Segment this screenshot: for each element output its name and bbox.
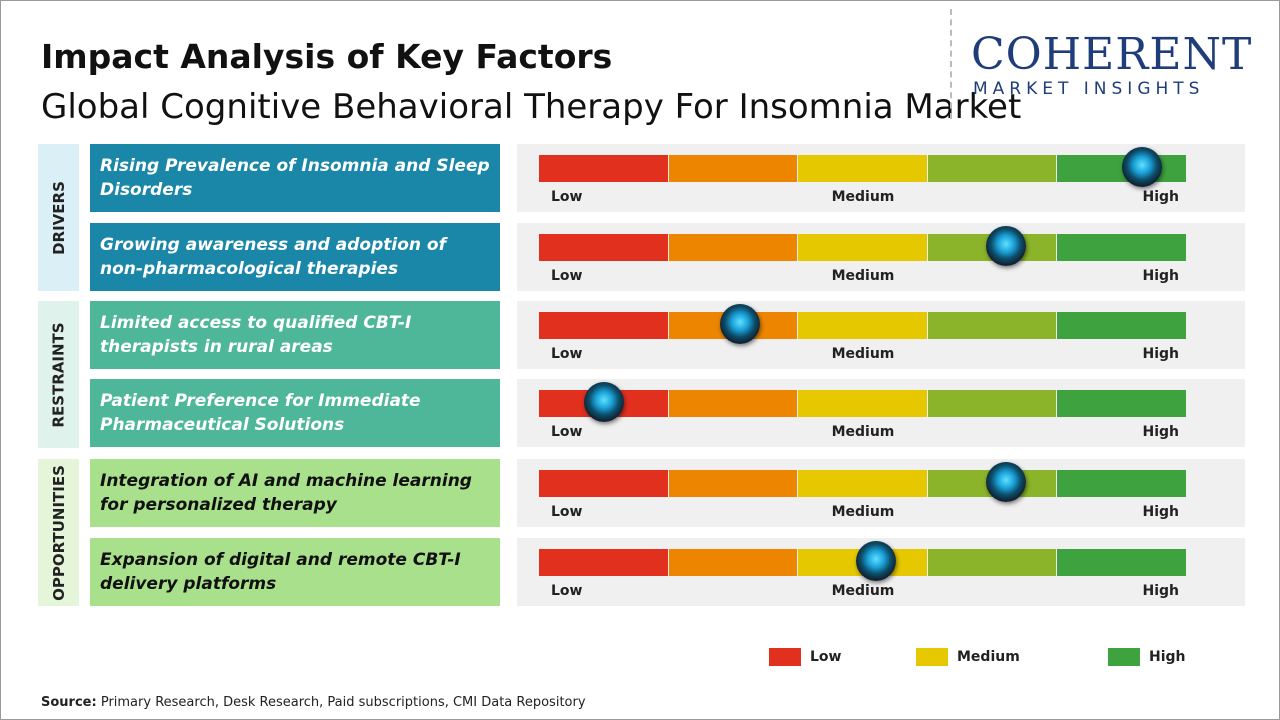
gauge-marker	[583, 382, 624, 422]
gauge-segment	[1057, 390, 1186, 417]
scale-label: Medium	[831, 268, 895, 284]
legend-item: Low	[769, 648, 841, 666]
group-label-text: DRIVERS	[49, 180, 68, 255]
gauge-segment	[1057, 549, 1186, 576]
gauge: Low Medium High	[517, 223, 1245, 291]
scale-label: Low	[551, 424, 583, 440]
legend-swatch	[916, 648, 948, 666]
gauge-segment	[1057, 234, 1186, 261]
legend-label: Medium	[957, 649, 1020, 665]
gauge: Low Medium High	[517, 301, 1245, 369]
group-label-text: OPPORTUNITIES	[49, 464, 68, 601]
title: Impact Analysis of Key Factors	[41, 37, 613, 76]
gauge-segment	[927, 155, 1057, 182]
legend-swatch	[769, 648, 801, 666]
divider	[950, 9, 952, 119]
gauge-marker	[719, 304, 760, 344]
factor: Rising Prevalence of Insomnia and Sleep …	[90, 144, 500, 212]
gauge-segment	[539, 470, 668, 497]
scale-label: Low	[551, 583, 583, 599]
source-label: Source:	[41, 695, 97, 710]
scale-label: High	[1142, 189, 1179, 205]
gauge-segment	[798, 390, 927, 417]
gauge-segment	[668, 549, 798, 576]
gauge: Low Medium High	[517, 379, 1245, 447]
gauge: Low Medium High	[517, 144, 1245, 212]
factor: Limited access to qualified CBT-I therap…	[90, 301, 500, 369]
gauge-segment	[798, 155, 927, 182]
gauge-segment	[539, 312, 668, 339]
scale-label: High	[1142, 346, 1179, 362]
gauge: Low Medium High	[517, 538, 1245, 606]
gauge-segment	[1057, 470, 1186, 497]
group-label: DRIVERS	[38, 144, 79, 291]
scale-label: Low	[551, 504, 583, 520]
gauge-segment	[539, 549, 668, 576]
legend-label: Low	[810, 649, 842, 665]
gauge-marker	[1121, 147, 1162, 187]
gauge-marker	[855, 541, 896, 581]
scale-label: High	[1142, 583, 1179, 599]
scale-label: Medium	[831, 189, 895, 205]
legend-item: Medium	[916, 648, 1020, 666]
gauge: Low Medium High	[517, 459, 1245, 527]
group-label-text: RESTRAINTS	[49, 321, 68, 428]
factor: Growing awareness and adoption of non-ph…	[90, 223, 500, 291]
group-label: OPPORTUNITIES	[38, 459, 79, 606]
gauge-segment	[668, 390, 798, 417]
scale-label: High	[1142, 504, 1179, 520]
gauge-segment	[927, 390, 1057, 417]
source: Source: Primary Research, Desk Research,…	[41, 695, 586, 710]
gauge-segment	[668, 470, 798, 497]
scale-label: Low	[551, 346, 583, 362]
logo-tagline: MARKET INSIGHTS	[973, 79, 1205, 99]
gauge-marker	[985, 462, 1026, 502]
gauge-segment	[798, 312, 927, 339]
gauge-segment	[798, 470, 927, 497]
gauge-segment	[539, 234, 668, 261]
gauge-segment	[927, 312, 1057, 339]
scale-label: Medium	[831, 346, 895, 362]
gauge-segment	[798, 234, 927, 261]
gauge-segment	[1057, 312, 1186, 339]
legend-swatch	[1108, 648, 1140, 666]
gauge-marker	[985, 226, 1026, 266]
group-label: RESTRAINTS	[38, 301, 79, 448]
gauge-segment	[668, 234, 798, 261]
scale-label: Low	[551, 189, 583, 205]
subtitle: Global Cognitive Behavioral Therapy For …	[41, 87, 1022, 127]
logo-name: COHERENT	[971, 29, 1253, 80]
scale-label: Medium	[831, 504, 895, 520]
factor: Patient Preference for Immediate Pharmac…	[90, 379, 500, 447]
gauge-segment	[539, 155, 668, 182]
scale-label: Low	[551, 268, 583, 284]
factor: Integration of AI and machine learning f…	[90, 459, 500, 527]
legend-item: High	[1108, 648, 1186, 666]
scale-label: Medium	[831, 424, 895, 440]
source-text: Primary Research, Desk Research, Paid su…	[100, 695, 586, 710]
scale-label: Medium	[831, 583, 895, 599]
scale-label: High	[1142, 424, 1179, 440]
factor: Expansion of digital and remote CBT-I de…	[90, 538, 500, 606]
gauge-segment	[927, 549, 1057, 576]
legend-label: High	[1149, 649, 1186, 665]
gauge-segment	[668, 155, 798, 182]
scale-label: High	[1142, 268, 1179, 284]
